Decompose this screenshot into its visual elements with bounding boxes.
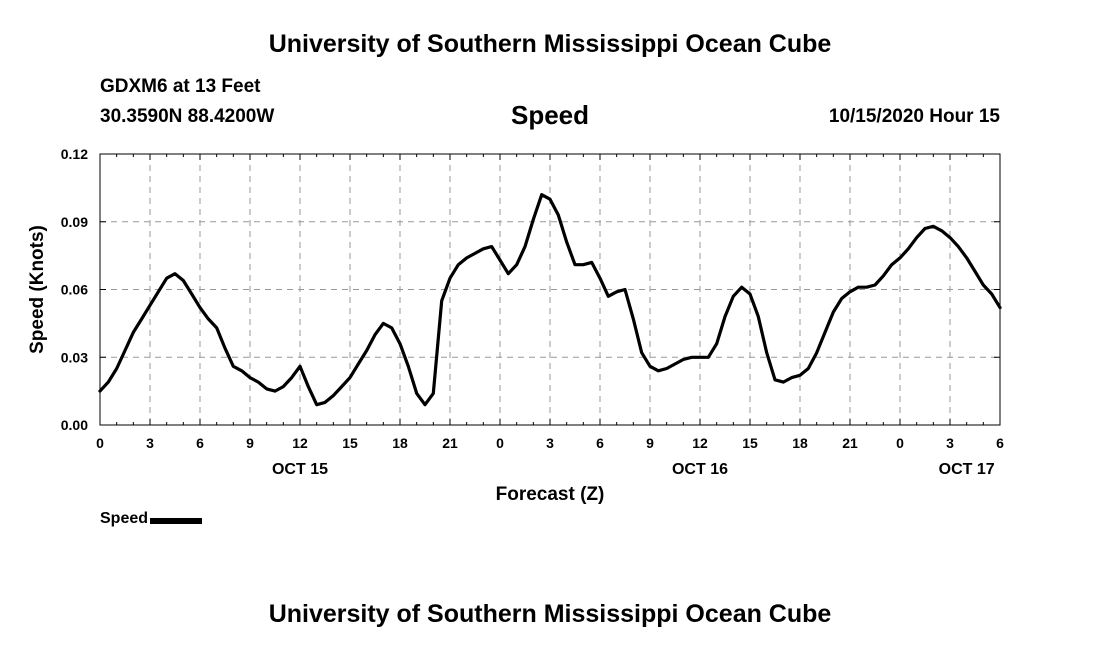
legend-label: Speed	[100, 510, 149, 527]
axis-tick-labels: 0 3 6 9 12 15 18 21 0 3 6 9 12 15 18 21 0 3 6 0.00 0.03 0.06 0…	[61, 146, 1004, 478]
x-tick-label: 9	[646, 435, 654, 451]
grid-lines	[100, 154, 1000, 425]
x-tick-label: 0	[896, 435, 904, 451]
x-tick-label: 3	[946, 435, 954, 451]
variable-title: Speed	[510, 100, 590, 130]
y-tick-label: 0.12	[61, 146, 88, 162]
datetime-label: 10/15/2020 Hour 15	[828, 106, 1000, 127]
axis-ticks	[99, 153, 1001, 426]
date-label: OCT 17	[939, 461, 995, 478]
x-tick-label: 3	[546, 435, 554, 451]
x-tick-label: 12	[292, 435, 308, 451]
y-tick-label: 0.00	[61, 417, 88, 433]
x-tick-label: 21	[842, 435, 858, 451]
x-tick-label: 9	[246, 435, 254, 451]
y-tick-label: 0.03	[61, 349, 88, 365]
x-tick-label: 3	[146, 435, 154, 451]
x-tick-label: 18	[392, 435, 408, 451]
x-axis-title: Forecast (Z)	[496, 484, 605, 505]
x-tick-label: 0	[496, 435, 504, 451]
legend-swatch	[150, 518, 203, 524]
date-label: OCT 16	[672, 461, 728, 478]
y-tick-label: 0.09	[61, 214, 88, 230]
date-label: OCT 15	[272, 461, 328, 478]
chart-title-top: University of Southern Mississippi Ocean…	[268, 30, 832, 58]
station-label: GDXM6 at 13 Feet	[100, 76, 261, 97]
x-tick-label: 15	[742, 435, 758, 451]
x-tick-label: 18	[792, 435, 808, 451]
x-tick-label: 15	[342, 435, 358, 451]
x-tick-label: 6	[196, 435, 204, 451]
chart-title-bottom: University of Southern Mississippi Ocean…	[268, 600, 832, 628]
x-tick-label: 21	[442, 435, 458, 451]
coordinates-label: 30.3590N 88.4200W	[100, 106, 275, 127]
legend: Speed	[100, 510, 203, 528]
y-axis-title: Speed (Knots)	[27, 225, 48, 354]
x-tick-label: 6	[996, 435, 1004, 451]
x-tick-label: 0	[96, 435, 104, 451]
y-tick-label: 0.06	[61, 282, 88, 298]
series-line-speed	[98, 193, 1002, 407]
x-tick-label: 6	[596, 435, 604, 451]
x-tick-label: 12	[692, 435, 708, 451]
